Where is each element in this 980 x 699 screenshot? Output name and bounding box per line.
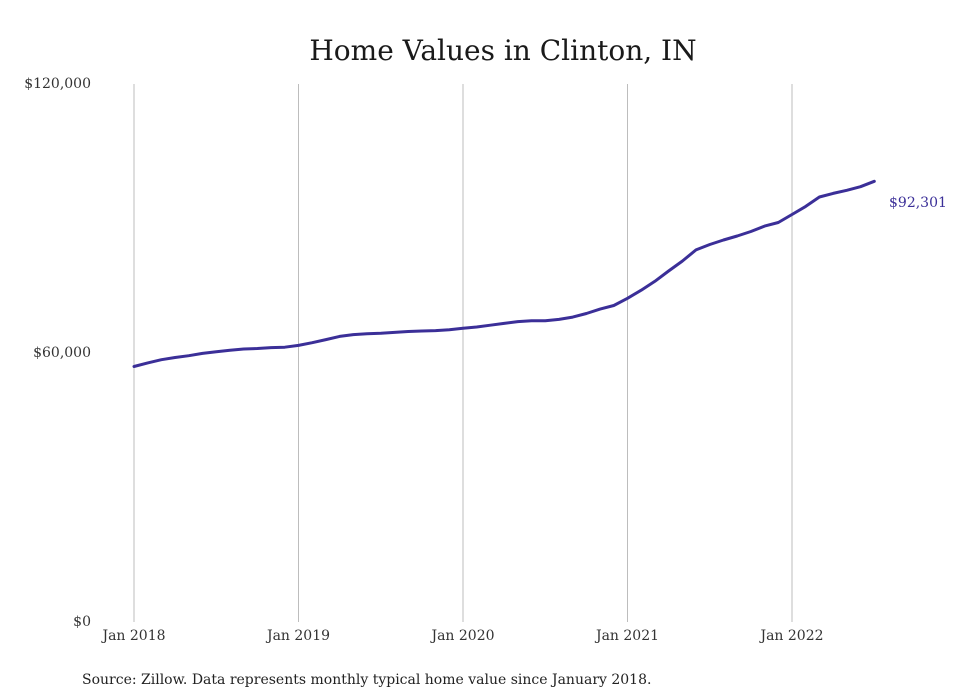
chart-title: Home Values in Clinton, IN	[309, 34, 696, 67]
x-tick-label: Jan 2021	[594, 628, 659, 644]
source-note: Source: Zillow. Data represents monthly …	[82, 672, 651, 688]
y-tick-label: $60,000	[33, 345, 91, 361]
x-tick-label: Jan 2020	[429, 628, 494, 644]
series-line	[132, 179, 876, 368]
x-axis-tick-labels: Jan 2018 Jan 2019 Jan 2020 Jan 2021 Jan 2022	[100, 628, 823, 644]
y-tick-label: $120,000	[24, 76, 91, 92]
x-tick-label: Jan 2018	[100, 628, 165, 644]
grid-lines	[133, 84, 793, 622]
x-tick-label: Jan 2022	[758, 628, 823, 644]
y-axis-tick-labels: $0 $60,000 $120,000	[24, 76, 91, 630]
y-tick-label: $0	[73, 614, 91, 630]
end-value-label: $92,301	[889, 195, 947, 211]
x-tick-label: Jan 2019	[265, 628, 330, 644]
series-group	[132, 179, 876, 368]
